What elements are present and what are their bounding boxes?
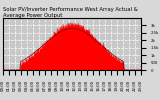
Text: Solar PV/Inverter Performance West Array Actual & Average Power Output: Solar PV/Inverter Performance West Array… xyxy=(3,7,138,18)
